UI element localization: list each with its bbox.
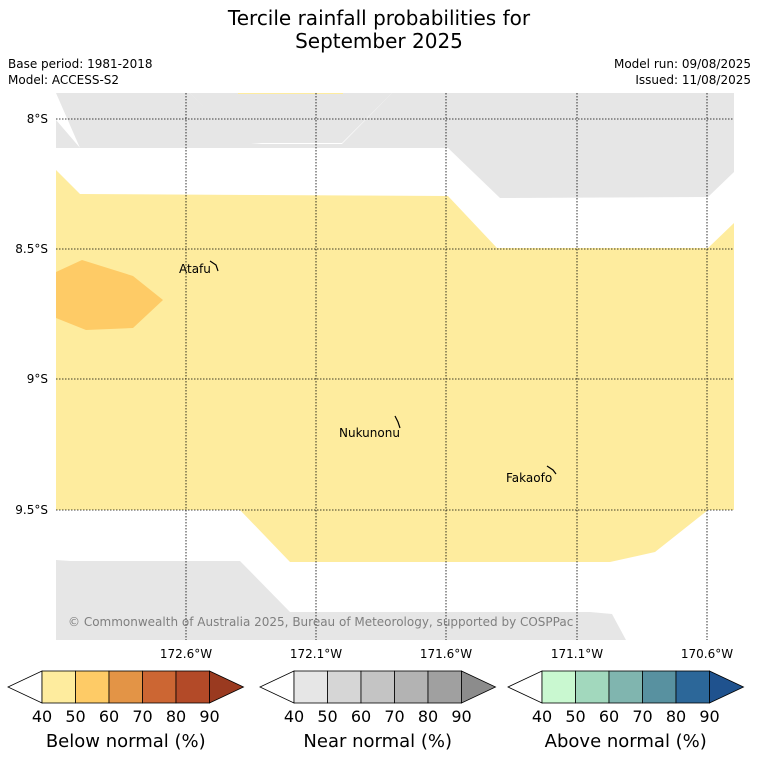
above-normal-colorbar-segment	[608, 670, 643, 704]
near-normal-colorbar-segment	[360, 670, 395, 704]
near-normal-region-bottom	[56, 560, 626, 640]
below-normal-colorbar-segment	[75, 670, 110, 704]
below-normal-colorbar: 40 50 60 70 80 90 Below normal (%)	[7, 670, 245, 752]
above-normal-colorbar-tick-label: 60	[599, 707, 619, 726]
title-line-1: Tercile rainfall probabilities for	[227, 6, 531, 30]
near-normal-colorbar-segment	[394, 670, 429, 704]
near-normal-colorbar-tick-label: 50	[317, 707, 337, 726]
near-normal-colorbar-segment	[327, 670, 362, 704]
near-normal-colorbar-tick-label: 70	[384, 707, 404, 726]
above-normal-colorbar-low-extend	[507, 670, 543, 704]
gridlines	[56, 93, 734, 640]
model-run-date: Model run: 09/08/2025	[613, 57, 751, 71]
above-normal-colorbar-tick-label: 40	[532, 707, 552, 726]
above-normal-colorbar-segment	[575, 670, 610, 704]
above-normal-colorbar-tick-label: 80	[666, 707, 686, 726]
lon-label: 170.6°W	[681, 647, 733, 661]
below-normal-colorbar-tick-label: 70	[132, 707, 152, 726]
below-normal-colorbar-tick-label: 60	[99, 707, 119, 726]
near-normal-colorbar: 40 50 60 70 80 90 Near normal (%)	[259, 670, 497, 752]
below-normal-colorbar-tick-label: 80	[166, 707, 186, 726]
nukunonu-outline-icon	[394, 415, 401, 429]
near-normal-colorbar-segment	[427, 670, 462, 704]
atafu-outline-icon	[209, 260, 219, 272]
below-normal-colorbar-segment	[108, 670, 143, 704]
place-label-fakaofo: Fakaofo	[506, 471, 552, 485]
place-label-atafu: Atafu	[179, 262, 211, 276]
near-normal-region-top-left	[56, 93, 392, 148]
near-normal-colorbar-tick-label: 90	[451, 707, 471, 726]
above-normal-colorbar-segment	[675, 670, 710, 704]
below-normal-colorbar-segment	[142, 670, 177, 704]
issued-date: Issued: 11/08/2025	[635, 73, 751, 87]
lat-label: 9.5°S	[15, 503, 48, 517]
copyright-notice: © Commonwealth of Australia 2025, Bureau…	[68, 615, 573, 629]
near-normal-colorbar-label: Near normal (%)	[303, 731, 452, 752]
above-normal-colorbar-label: Above normal (%)	[545, 731, 707, 752]
above-normal-colorbar: 40 50 60 70 80 90 Above normal (%)	[507, 670, 745, 752]
title-line-2: September 2025	[295, 29, 463, 53]
lat-label: 8.5°S	[15, 242, 48, 256]
below-normal-colorbar-tick-label: 40	[32, 707, 52, 726]
below-normal-colorbar-segment	[41, 670, 76, 704]
above-normal-colorbar-tick-label: 90	[699, 707, 719, 726]
below-normal-colorbar-tick-label: 50	[65, 707, 85, 726]
near-normal-colorbar-tick-label: 60	[351, 707, 371, 726]
below-normal-50-region	[56, 260, 163, 330]
colorbars: 40 50 60 70 80 90 Below normal (%) 40 50 60 70 80 90…	[7, 670, 745, 752]
below-normal-colorbar-label: Below normal (%)	[46, 731, 206, 752]
lat-label: 9°S	[27, 372, 48, 386]
lon-label: 172.1°W	[290, 647, 342, 661]
near-normal-colorbar-low-extend	[259, 670, 295, 704]
below-normal-colorbar-high-extend	[209, 670, 245, 704]
fakaofo-outline-icon	[546, 465, 557, 475]
below-normal-40-stripe	[238, 93, 343, 94]
near-normal-colorbar-high-extend	[461, 670, 497, 704]
near-normal-colorbar-segment	[293, 670, 328, 704]
place-label-nukunonu: Nukunonu	[339, 426, 400, 440]
near-normal-region-top-right	[448, 148, 734, 198]
near-normal-colorbar-tick-label: 40	[284, 707, 304, 726]
above-normal-colorbar-segment	[541, 670, 576, 704]
model-name: Model: ACCESS-S2	[8, 73, 120, 87]
below-normal-colorbar-low-extend	[7, 670, 43, 704]
near-normal-region-top	[56, 93, 734, 148]
below-normal-40-region	[56, 170, 734, 562]
lon-label: 172.6°W	[160, 647, 212, 661]
base-period: Base period: 1981-2018	[8, 57, 153, 71]
above-normal-colorbar-tick-label: 50	[565, 707, 585, 726]
lon-label: 171.6°W	[420, 647, 472, 661]
above-normal-colorbar-segment	[642, 670, 677, 704]
below-normal-colorbar-tick-label: 90	[199, 707, 219, 726]
above-normal-colorbar-tick-label: 70	[632, 707, 652, 726]
lat-label: 8°S	[27, 112, 48, 126]
map-area	[56, 93, 734, 640]
above-normal-colorbar-high-extend	[709, 670, 745, 704]
near-normal-colorbar-tick-label: 80	[418, 707, 438, 726]
below-normal-colorbar-segment	[175, 670, 210, 704]
lon-label: 171.1°W	[551, 647, 603, 661]
